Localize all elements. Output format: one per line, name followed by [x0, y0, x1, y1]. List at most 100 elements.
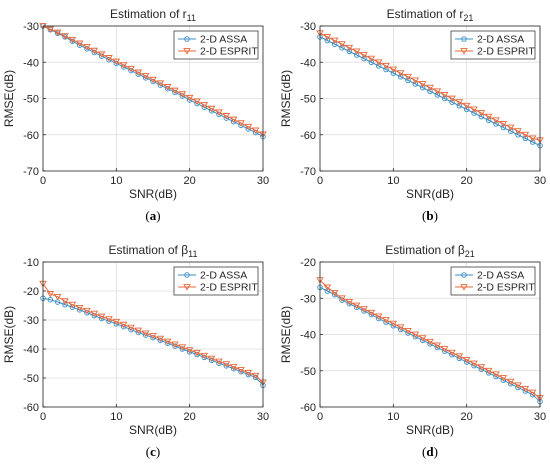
legend-entry: 2-D ASSA	[455, 270, 524, 282]
data-point	[156, 335, 165, 343]
series-line	[42, 25, 264, 135]
data-point	[427, 88, 433, 94]
data-point	[90, 310, 99, 318]
data-point	[456, 102, 463, 109]
legend-marker	[461, 36, 467, 42]
data-point	[150, 334, 156, 341]
data-point	[346, 48, 353, 55]
data-point	[251, 127, 260, 134]
x-axis-label: SNR(dB)	[129, 187, 177, 201]
x-tick-label: 30	[534, 411, 546, 423]
data-point	[75, 304, 84, 312]
legend-marker	[461, 272, 467, 278]
data-point	[374, 313, 383, 320]
data-point	[375, 63, 382, 69]
series-esprit	[39, 23, 267, 138]
x-tick-label: 10	[387, 175, 399, 187]
data-point	[419, 84, 426, 91]
data-point	[141, 330, 150, 337]
chart-panel-a: 0 10 20 30 -70 -60 -50 -40 -30 Estimation of r11 S…	[2, 7, 269, 223]
data-point	[330, 289, 339, 297]
data-point	[178, 344, 187, 351]
y-tick-label: -30	[300, 21, 316, 33]
data-point	[448, 95, 456, 103]
data-point	[374, 59, 383, 66]
data-point	[449, 99, 455, 105]
legend-label: 2-D ESPRIT	[477, 282, 535, 294]
data-point	[478, 113, 485, 120]
legend-marker	[460, 284, 468, 291]
data-point	[352, 48, 361, 55]
data-point	[229, 364, 238, 371]
data-point	[201, 354, 208, 361]
data-point	[528, 389, 537, 397]
data-point	[426, 338, 434, 346]
data-point	[506, 124, 515, 132]
x-axis-label: SNR(dB)	[406, 423, 454, 437]
data-point	[433, 88, 442, 95]
y-tick-label: -50	[23, 373, 39, 385]
axes-box	[42, 261, 264, 408]
data-point	[238, 368, 244, 375]
y-tick-label: -30	[23, 315, 39, 327]
data-point	[361, 55, 367, 62]
data-point	[404, 73, 412, 81]
data-point	[500, 124, 507, 131]
legend-marker	[184, 36, 190, 42]
series-assa	[317, 34, 543, 149]
data-point	[389, 320, 398, 328]
data-point	[149, 76, 157, 84]
data-point	[75, 40, 84, 47]
data-point	[171, 87, 179, 95]
legend-label: 2-D ASSA	[477, 270, 524, 282]
data-point	[62, 301, 68, 308]
x-axis-label: SNR(dB)	[406, 187, 454, 201]
y-tick-label: -10	[23, 257, 39, 269]
data-point	[389, 66, 398, 74]
data-point	[324, 37, 331, 44]
data-point	[492, 117, 500, 124]
data-point	[61, 298, 69, 305]
legend-marker	[184, 272, 190, 278]
legend-entry: 2-D ESPRIT	[455, 46, 535, 58]
data-point	[97, 51, 106, 58]
legend-label: 2-D ESPRIT	[200, 282, 258, 294]
panel-caption: (d)	[422, 444, 438, 459]
data-point	[345, 44, 354, 52]
data-point	[207, 105, 216, 113]
panel-caption: (b)	[422, 208, 438, 223]
x-tick-label: 30	[534, 175, 546, 187]
y-tick-label: -70	[23, 166, 39, 178]
y-tick-label: -60	[23, 130, 39, 142]
data-point	[345, 299, 354, 306]
data-point	[521, 131, 530, 139]
legend-entry: 2-D ASSA	[178, 34, 247, 46]
data-point	[405, 77, 411, 84]
legend-entry: 2-D ESPRIT	[178, 282, 258, 294]
data-point	[83, 307, 91, 315]
data-point	[207, 355, 216, 363]
data-point	[455, 353, 464, 360]
series-line	[319, 36, 541, 147]
data-point	[522, 135, 529, 142]
y-tick-label: -70	[300, 166, 316, 178]
data-point	[477, 364, 486, 371]
data-point	[163, 84, 172, 91]
data-point	[90, 47, 99, 55]
data-point	[223, 363, 230, 369]
legend-label: 2-D ESPRIT	[477, 46, 535, 58]
data-point	[179, 346, 186, 352]
data-point	[404, 328, 412, 335]
data-point	[515, 131, 521, 138]
data-point	[112, 58, 121, 66]
data-point	[352, 302, 361, 310]
data-point	[215, 109, 223, 116]
data-point	[53, 293, 62, 301]
x-tick-label: 10	[387, 411, 399, 423]
x-tick-label: 20	[184, 175, 196, 187]
panel-caption: (c)	[146, 444, 160, 459]
data-point	[338, 295, 346, 302]
data-point	[323, 34, 332, 41]
x-tick-label: 20	[461, 411, 473, 423]
